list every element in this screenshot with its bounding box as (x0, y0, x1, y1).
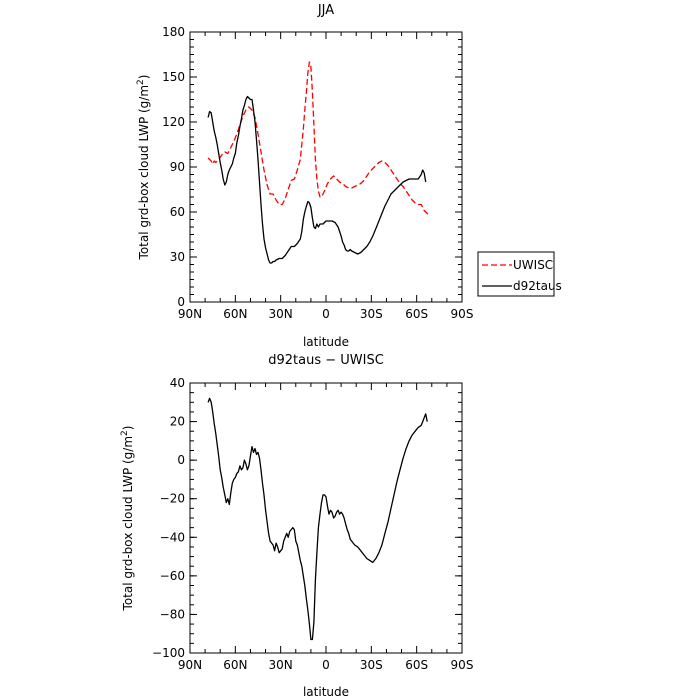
y-tick-label: −40 (160, 530, 185, 544)
legend-box (477, 251, 555, 297)
y-tick-label: 90 (170, 160, 185, 174)
y-axis-label: Total grd-box cloud LWP (g/m2) (120, 426, 135, 612)
chart-title: d92taus − UWISC (268, 353, 384, 368)
x-tick-label: 90N (178, 307, 202, 321)
y-tick-label: −60 (160, 569, 185, 583)
chart-title: JJA (317, 3, 334, 18)
axis-ticks: 90N 60N 30N 0 30S 60S 90S 0 30 60 90 120 150 180 (162, 25, 473, 321)
x-tick-label: 90S (451, 307, 474, 321)
y-tick-label: −100 (152, 646, 185, 660)
x-tick-label: 30S (360, 658, 383, 672)
y-tick-label: −20 (160, 492, 185, 506)
x-tick-label: 0 (322, 658, 330, 672)
x-tick-label: 90S (451, 658, 474, 672)
y-tick-label: 20 (170, 415, 185, 429)
y-tick-label: 150 (162, 70, 185, 84)
legend-label-uwisc: UWISC (513, 258, 553, 272)
panel-top: JJA latitude Total grd-box cloud LWP (g/… (136, 3, 562, 349)
series-lines (207, 397, 428, 641)
plot-frame (189, 382, 463, 654)
x-tick-label: 0 (322, 307, 330, 321)
x-tick-label: 60N (223, 307, 247, 321)
y-tick-label: 60 (170, 205, 185, 219)
y-tick-label: 0 (177, 453, 185, 467)
legend-label-d92taus: d92taus (513, 279, 562, 293)
x-axis-label: latitude (303, 685, 349, 699)
series-line-uwisc (207, 61, 430, 216)
y-tick-label: 180 (162, 25, 185, 39)
y-tick-label: 40 (170, 376, 185, 390)
axis-ticks: 90N 60N 30N 0 30S 60S 90S −100 −80 −60 −40 −20 0 20 40 (152, 376, 473, 672)
plot-frame (189, 31, 463, 303)
x-tick-label: 60S (405, 307, 428, 321)
x-axis-label: latitude (303, 335, 349, 349)
x-tick-label: 30N (269, 307, 293, 321)
panel-bottom: d92taus − UWISC latitude Total grd-box c… (120, 353, 473, 699)
y-tick-label: −80 (160, 607, 185, 621)
x-tick-label: 60S (405, 658, 428, 672)
legend: UWISC d92taus (477, 251, 562, 297)
x-tick-label: 30N (269, 658, 293, 672)
series-line-difference (207, 397, 428, 641)
x-tick-label: 30S (360, 307, 383, 321)
x-tick-label: 60N (223, 658, 247, 672)
x-tick-label: 90N (178, 658, 202, 672)
series-line-d92taus (207, 95, 427, 264)
y-tick-label: 120 (162, 115, 185, 129)
y-axis-label: Total grd-box cloud LWP (g/m2) (136, 75, 151, 261)
y-tick-label: 30 (170, 250, 185, 264)
y-tick-label: 0 (177, 295, 185, 309)
series-lines (207, 61, 430, 264)
